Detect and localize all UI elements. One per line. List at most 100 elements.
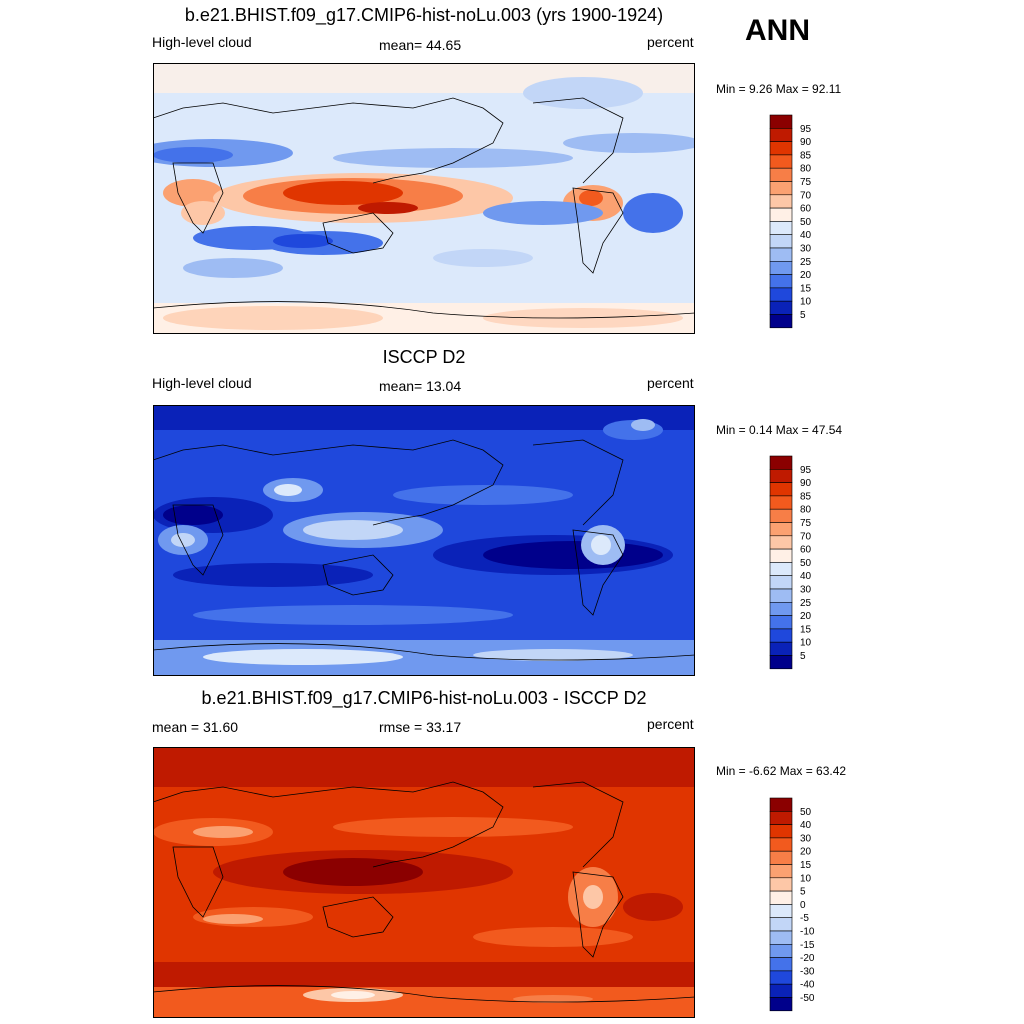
- colorbar-swatch: [769, 797, 793, 812]
- colorbar-swatch: [769, 588, 793, 603]
- colorbar-tick-label: 5: [800, 651, 806, 662]
- colorbar-swatch: [769, 970, 793, 985]
- panel-2-colorbar: 95 90 85 80 75 70 60 50 40 30 25 20 15 10 5: [769, 455, 830, 670]
- colorbar-tick-label: 15: [800, 624, 812, 635]
- colorbar-swatch: [769, 930, 793, 945]
- colorbar-swatch: [769, 274, 793, 289]
- colorbar-tick-label: 40: [800, 230, 812, 241]
- panel-2-minmax: Min = 0.14 Max = 47.54: [716, 423, 843, 437]
- colorbar-swatch: [769, 548, 793, 563]
- colorbar-tick-label: 80: [800, 505, 812, 516]
- colorbar-swatch: [769, 562, 793, 577]
- colorbar-tick-label: 5: [800, 887, 806, 898]
- colorbar-tick-label: 20: [800, 270, 812, 281]
- panel-1-units-label: percent: [647, 34, 694, 50]
- colorbar-swatch: [769, 824, 793, 839]
- colorbar-tick-label: 60: [800, 545, 812, 556]
- panel-2-variable-label: High-level cloud: [152, 375, 252, 391]
- colorbar-tick-label: -10: [800, 927, 815, 938]
- panel-1-title: b.e21.BHIST.f09_g17.CMIP6-hist-noLu.003 …: [184, 5, 664, 25]
- colorbar-swatch: [769, 300, 793, 315]
- colorbar-tick-label: 75: [800, 518, 812, 529]
- colorbar-swatch: [769, 469, 793, 483]
- colorbar-tick-label: 95: [800, 124, 812, 135]
- panel-3-mean-label: mean = 31.60: [152, 719, 239, 735]
- colorbar-tick-label: 25: [800, 598, 812, 609]
- colorbar-swatch: [769, 535, 793, 550]
- panel-1-map: [153, 63, 695, 334]
- colorbar-tick-label: 70: [800, 531, 812, 542]
- colorbar-tick-label: 30: [800, 585, 812, 596]
- colorbar-tick-label: 85: [800, 491, 812, 502]
- colorbar-tick-label: 70: [800, 190, 812, 201]
- colorbar-swatch: [769, 944, 793, 958]
- colorbar-swatch: [769, 983, 793, 998]
- colorbar-tick-label: -30: [800, 966, 815, 977]
- colorbar-tick-label: 10: [800, 638, 812, 649]
- colorbar-tick-label: 40: [800, 820, 812, 831]
- colorbar-swatch: [769, 655, 793, 670]
- colorbar-tick-label: 20: [800, 847, 812, 858]
- colorbar-tick-label: 50: [800, 558, 812, 569]
- colorbar-tick-label: 50: [800, 807, 812, 818]
- panel-2-mean-label: mean= 13.04: [379, 378, 462, 394]
- panel-1-mean-label: mean= 44.65: [379, 37, 462, 53]
- colorbar-swatch: [769, 837, 793, 852]
- colorbar-swatch: [769, 482, 793, 497]
- colorbar-swatch: [769, 194, 793, 209]
- colorbar-tick-label: 10: [800, 297, 812, 308]
- colorbar-tick-label: 20: [800, 611, 812, 622]
- colorbar-tick-label: 90: [800, 137, 812, 148]
- colorbar-swatch: [769, 114, 793, 129]
- panel-1-variable-label: High-level cloud: [152, 34, 252, 50]
- colorbar-tick-label: -20: [800, 953, 815, 964]
- colorbar-tick-label: 60: [800, 204, 812, 215]
- colorbar-tick-label: -50: [800, 993, 815, 1004]
- panel-2-units-label: percent: [647, 375, 694, 391]
- panel-3-minmax: Min = -6.62 Max = 63.42: [716, 764, 847, 778]
- colorbar-swatch: [769, 314, 793, 329]
- colorbar-tick-label: -40: [800, 980, 815, 991]
- colorbar-swatch: [769, 508, 793, 523]
- colorbar-tick-label: -15: [800, 940, 815, 951]
- colorbar-tick-label: -5: [800, 913, 809, 924]
- colorbar-tick-label: 15: [800, 860, 812, 871]
- colorbar-swatch: [769, 628, 793, 643]
- colorbar-swatch: [769, 641, 793, 656]
- season-label: ANN: [745, 14, 810, 47]
- colorbar-tick-label: 10: [800, 873, 812, 884]
- colorbar-swatch: [769, 455, 793, 470]
- panel-1-colorbar: 95 90 85 80 75 70 60 50 40 30 25 20 15 10 5: [769, 114, 830, 329]
- panel-3-title: b.e21.BHIST.f09_g17.CMIP6-hist-noLu.003 …: [201, 688, 647, 708]
- colorbar-swatch: [769, 287, 793, 302]
- colorbar-tick-label: 90: [800, 478, 812, 489]
- panel-3-map: [153, 747, 695, 1018]
- colorbar-swatch: [769, 957, 793, 972]
- colorbar-tick-label: 0: [800, 900, 806, 911]
- colorbar-swatch: [769, 181, 793, 196]
- panel-3-colorbar: 50 40 30 20 15 10 5 0 -5 -10 -15 -20 -30 -40 -50: [769, 797, 830, 1012]
- panel-3-units-label: percent: [647, 716, 694, 732]
- colorbar-swatch: [769, 997, 793, 1012]
- colorbar-swatch: [769, 221, 793, 236]
- colorbar-tick-label: 85: [800, 150, 812, 161]
- colorbar-tick-label: 30: [800, 833, 812, 844]
- colorbar-tick-label: 25: [800, 257, 812, 268]
- colorbar-swatch: [769, 247, 793, 262]
- panel-1-minmax: Min = 9.26 Max = 92.11: [716, 82, 842, 96]
- colorbar-swatch: [769, 602, 793, 616]
- colorbar-swatch: [769, 877, 793, 892]
- colorbar-tick-label: 5: [800, 310, 806, 321]
- colorbar-swatch: [769, 615, 793, 630]
- colorbar-swatch: [769, 522, 793, 537]
- colorbar-tick-label: 95: [800, 465, 812, 476]
- colorbar-swatch: [769, 128, 793, 142]
- colorbar-swatch: [769, 575, 793, 590]
- colorbar-swatch: [769, 811, 793, 825]
- colorbar-swatch: [769, 261, 793, 275]
- panel-2-map: [153, 405, 695, 676]
- panel-2-title: ISCCP D2: [382, 347, 466, 367]
- colorbar-swatch: [769, 207, 793, 222]
- panel-3-rmse-label: rmse = 33.17: [379, 719, 462, 735]
- colorbar-swatch: [769, 167, 793, 182]
